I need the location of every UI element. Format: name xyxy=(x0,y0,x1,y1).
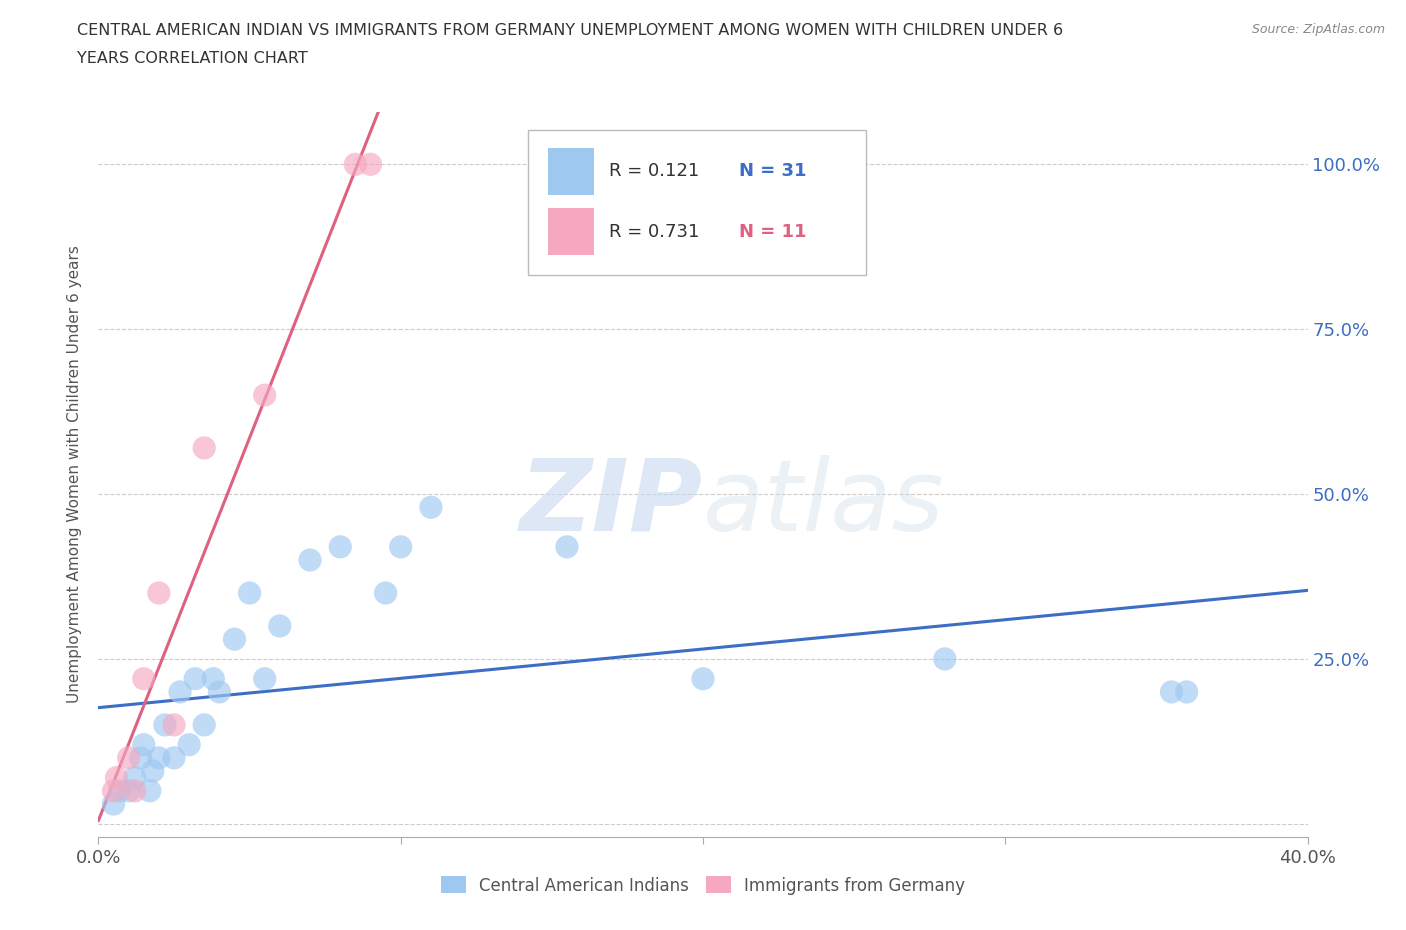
Point xyxy=(163,717,186,732)
Point xyxy=(224,631,246,646)
Point xyxy=(148,586,170,601)
FancyBboxPatch shape xyxy=(548,208,595,255)
Point xyxy=(148,751,170,765)
Text: N = 31: N = 31 xyxy=(740,163,807,180)
Point xyxy=(239,586,262,601)
Text: R = 0.731: R = 0.731 xyxy=(609,222,699,241)
Point xyxy=(202,671,225,686)
FancyBboxPatch shape xyxy=(548,148,595,195)
Point xyxy=(344,157,367,172)
Text: CENTRAL AMERICAN INDIAN VS IMMIGRANTS FROM GERMANY UNEMPLOYMENT AMONG WOMEN WITH: CENTRAL AMERICAN INDIAN VS IMMIGRANTS FR… xyxy=(77,23,1063,38)
Point xyxy=(132,671,155,686)
Point xyxy=(124,770,146,785)
Point xyxy=(163,751,186,765)
FancyBboxPatch shape xyxy=(527,130,866,275)
Point xyxy=(555,539,578,554)
Point xyxy=(142,764,165,778)
Point xyxy=(193,717,215,732)
Text: Source: ZipAtlas.com: Source: ZipAtlas.com xyxy=(1251,23,1385,36)
Point xyxy=(934,652,956,667)
Y-axis label: Unemployment Among Women with Children Under 6 years: Unemployment Among Women with Children U… xyxy=(67,246,83,703)
Point xyxy=(108,783,131,798)
Point xyxy=(269,618,291,633)
Point xyxy=(389,539,412,554)
Point xyxy=(253,388,276,403)
Text: N = 11: N = 11 xyxy=(740,222,807,241)
Point xyxy=(103,783,125,798)
Point xyxy=(139,783,162,798)
Text: YEARS CORRELATION CHART: YEARS CORRELATION CHART xyxy=(77,51,308,66)
Point xyxy=(1175,684,1198,699)
Point xyxy=(153,717,176,732)
Point xyxy=(1160,684,1182,699)
Legend: Central American Indians, Immigrants from Germany: Central American Indians, Immigrants fro… xyxy=(434,870,972,901)
Point xyxy=(118,783,141,798)
Point xyxy=(129,751,152,765)
Point xyxy=(169,684,191,699)
Point xyxy=(360,157,382,172)
Text: ZIP: ZIP xyxy=(520,455,703,551)
Point xyxy=(253,671,276,686)
Point xyxy=(118,751,141,765)
Point xyxy=(329,539,352,554)
Point xyxy=(420,499,443,514)
Text: R = 0.121: R = 0.121 xyxy=(609,163,699,180)
Point xyxy=(184,671,207,686)
Point xyxy=(105,770,128,785)
Point xyxy=(132,737,155,752)
Point xyxy=(208,684,231,699)
Point xyxy=(692,671,714,686)
Text: atlas: atlas xyxy=(703,455,945,551)
Point xyxy=(103,797,125,812)
Point xyxy=(299,552,322,567)
Point xyxy=(179,737,201,752)
Point xyxy=(193,441,215,456)
Point xyxy=(124,783,146,798)
Point xyxy=(374,586,396,601)
